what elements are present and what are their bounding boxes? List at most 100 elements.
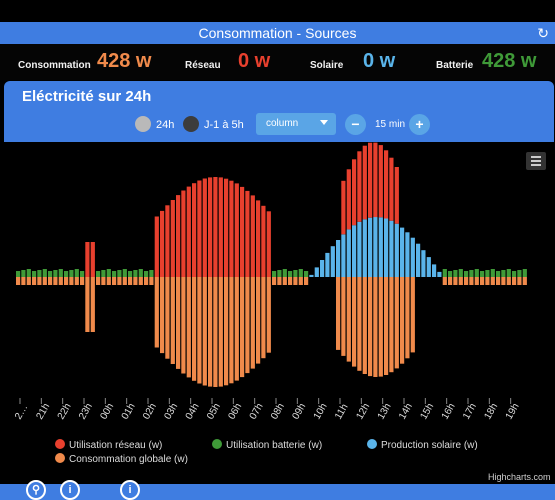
chart-menu-button[interactable] [526,152,546,170]
bar-conso-30 [176,277,181,369]
bar-conso-80 [442,277,447,285]
bar-grid-44 [250,195,255,277]
bar-conso-47 [266,277,271,353]
x-tick-label: 12h [354,402,372,422]
bar-conso-37 [213,277,218,387]
x-tick-label: 13h [376,402,394,422]
bar-conso-36 [208,277,213,387]
bar-conso-90 [496,277,501,285]
bar-grid-69 [384,150,389,219]
bar-battery-18 [112,271,117,277]
x-tick-label: 05h [205,402,223,422]
x-tick-label: 11h [333,402,351,421]
kpi-value-consommation: 428 w [97,50,152,72]
bar-battery-17 [106,269,111,277]
bar-solar-74 [410,237,415,277]
legend-marker[interactable] [212,439,222,449]
bar-solar-76 [421,250,426,277]
bar-conso-71 [394,277,399,369]
bar-conso-89 [490,277,495,285]
bar-battery-3 [32,271,37,277]
panel-title: Eléctricité sur 24h [22,88,152,105]
bar-grid-29 [170,200,175,277]
bar-solar-72 [400,227,405,277]
bar-grid-42 [240,186,245,277]
bar-solar-61 [341,234,346,277]
x-tick-label: 06h [226,402,244,422]
bar-conso-63 [352,277,357,367]
bar-grid-13 [85,242,90,277]
bar-conso-82 [453,277,458,285]
step-plus-button[interactable]: + [409,114,430,135]
bar-conso-10 [69,277,74,285]
bar-solar-71 [394,223,399,277]
bar-grid-71 [394,167,399,224]
legend-label[interactable]: Production solaire (w) [381,440,478,451]
legend-marker[interactable] [55,453,65,463]
bar-battery-94 [517,270,522,277]
bar-conso-19 [117,277,122,285]
bar-solar-65 [362,219,367,277]
legend-marker[interactable] [367,439,377,449]
info-icon[interactable]: i [60,480,80,500]
bar-conso-14 [90,277,95,332]
bar-conso-34 [197,277,202,384]
bar-conso-53 [298,277,303,285]
bar-battery-7 [53,270,58,277]
bar-conso-66 [368,277,373,377]
step-minus-button[interactable]: − [345,114,366,135]
title-bar: Consommation - Sources ↻ [0,22,555,44]
legend-label[interactable]: Consommation globale (w) [69,454,188,465]
bar-grid-14 [90,242,95,277]
bar-conso-94 [517,277,522,285]
bar-grid-47 [266,211,271,277]
legend-label[interactable]: Utilisation batterie (w) [226,440,322,451]
bar-grid-68 [378,145,383,218]
legend-marker[interactable] [55,439,65,449]
legend-label[interactable]: Utilisation réseau (w) [69,440,162,451]
bar-conso-70 [389,277,394,373]
bar-grid-28 [165,205,170,277]
chart-type-select[interactable]: column [256,113,336,135]
bar-conso-68 [378,277,383,377]
bar-battery-8 [58,269,63,277]
bar-battery-6 [48,271,53,277]
x-tick-label: 10h [312,402,330,422]
bar-conso-62 [346,277,351,362]
bar-battery-80 [442,269,447,277]
bar-battery-86 [474,269,479,277]
bar-grid-67 [373,142,378,218]
bar-battery-89 [490,269,495,277]
bar-conso-12 [80,277,85,285]
radio-j1[interactable] [183,116,199,132]
bar-conso-64 [357,277,362,371]
bar-battery-82 [453,270,458,277]
bar-grid-27 [160,210,165,277]
x-tick-label: 02h [141,402,159,422]
bar-conso-29 [170,277,175,364]
bar-grid-61 [341,180,346,235]
bar-solar-75 [416,243,421,277]
bar-grid-41 [234,183,239,277]
refresh-icon[interactable]: ↻ [537,25,549,41]
bar-conso-16 [101,277,106,285]
highcharts-credit[interactable]: Highcharts.com [488,472,551,482]
bar-solar-60 [336,240,341,277]
bar-conso-40 [229,277,234,384]
bar-battery-90 [496,271,501,277]
bar-battery-20 [122,269,127,277]
bar-conso-88 [485,277,490,285]
bar-battery-10 [69,270,74,277]
bar-battery-93 [512,271,517,277]
info-icon-2[interactable]: i [120,480,140,500]
bar-battery-84 [464,271,469,277]
search-icon[interactable]: ⚲ [26,480,46,500]
bar-solar-62 [346,229,351,277]
bar-conso-61 [341,277,346,356]
radio-24h[interactable] [135,116,151,132]
bar-solar-77 [426,257,431,277]
x-tick-label: 15h [418,402,436,422]
bar-conso-93 [512,277,517,285]
bar-grid-40 [229,180,234,277]
